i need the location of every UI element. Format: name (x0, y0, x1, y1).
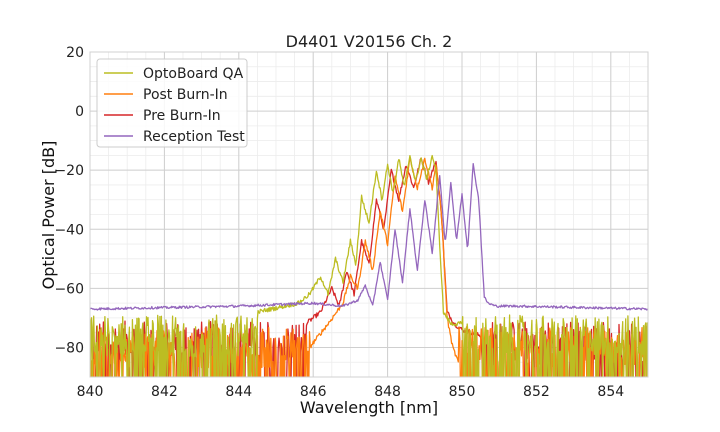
x-axis-label: Wavelength [nm] (300, 398, 438, 417)
y-tick-label: −20 (54, 163, 84, 179)
chart-title: D4401 V20156 Ch. 2 (286, 32, 453, 51)
y-tick-label: −80 (54, 340, 84, 356)
legend-label: Post Burn-In (143, 87, 228, 103)
x-tick-label: 844 (225, 384, 252, 400)
x-tick-label: 840 (77, 384, 104, 400)
legend-label: Reception Test (143, 129, 245, 145)
y-tick-labels: −80 −60 −40 −20 0 20 (54, 45, 84, 356)
series-line-optoboard-qa (90, 154, 648, 377)
x-tick-labels: 840 842 844 846 848 850 852 854 (77, 384, 625, 400)
series-group (90, 154, 648, 377)
x-tick-label: 850 (449, 384, 476, 400)
x-tick-label: 848 (374, 384, 401, 400)
y-tick-label: −40 (54, 222, 84, 238)
x-tick-label: 852 (523, 384, 550, 400)
legend-label: Pre Burn-In (143, 108, 221, 124)
y-tick-label: 0 (75, 104, 84, 120)
legend-label: OptoBoard QA (143, 66, 244, 82)
legend: OptoBoard QA Post Burn-In Pre Burn-In Recep… (96, 58, 248, 148)
x-tick-label: 842 (151, 384, 178, 400)
x-tick-label: 846 (300, 384, 327, 400)
plot-frame (89, 51, 649, 378)
series-line-reception-test (90, 162, 648, 311)
y-tick-label: −60 (54, 281, 84, 297)
y-axis-label: Optical Power [dB] (39, 141, 58, 290)
y-tick-label: 20 (66, 45, 84, 61)
legend-box (96, 58, 248, 148)
x-tick-label: 854 (597, 384, 624, 400)
